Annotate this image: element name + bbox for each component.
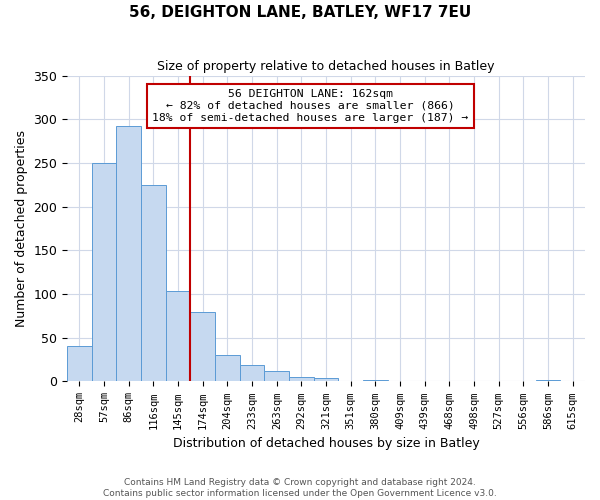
Bar	[166, 292, 190, 382]
Bar	[215, 355, 240, 382]
Bar	[67, 346, 92, 382]
Bar	[314, 378, 338, 382]
Bar	[289, 377, 314, 382]
X-axis label: Distribution of detached houses by size in Batley: Distribution of detached houses by size …	[173, 437, 479, 450]
Bar	[412, 380, 437, 382]
Text: 56 DEIGHTON LANE: 162sqm
← 82% of detached houses are smaller (866)
18% of semi-: 56 DEIGHTON LANE: 162sqm ← 82% of detach…	[152, 90, 469, 122]
Bar	[240, 365, 265, 382]
Text: Contains HM Land Registry data © Crown copyright and database right 2024.
Contai: Contains HM Land Registry data © Crown c…	[103, 478, 497, 498]
Bar	[363, 380, 388, 382]
Bar	[265, 371, 289, 382]
Bar	[141, 185, 166, 382]
Text: 56, DEIGHTON LANE, BATLEY, WF17 7EU: 56, DEIGHTON LANE, BATLEY, WF17 7EU	[129, 5, 471, 20]
Title: Size of property relative to detached houses in Batley: Size of property relative to detached ho…	[157, 60, 495, 73]
Bar	[536, 380, 560, 382]
Bar	[190, 312, 215, 382]
Bar	[116, 126, 141, 382]
Y-axis label: Number of detached properties: Number of detached properties	[15, 130, 28, 327]
Bar	[92, 163, 116, 382]
